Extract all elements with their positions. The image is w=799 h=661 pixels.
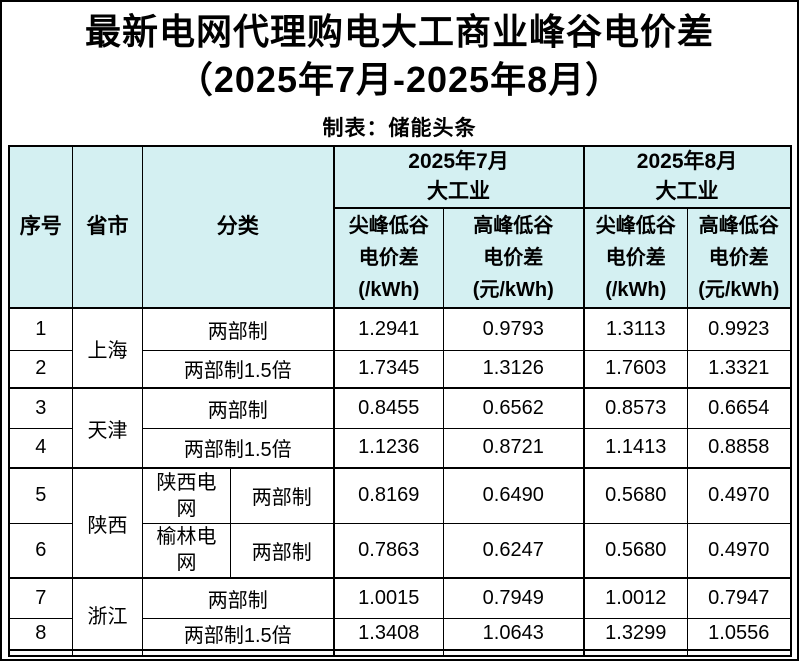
province-cell: 上海 xyxy=(72,307,143,389)
value-cell: 0.5680 xyxy=(582,467,688,524)
header-group-july-sector: 大工业 xyxy=(427,180,490,203)
value-cell: 1.0556 xyxy=(687,617,791,651)
header-group-august-sector: 大工业 xyxy=(655,180,719,203)
value-cell: 1.0012 xyxy=(582,577,688,619)
value-cell: 0.8573 xyxy=(582,387,688,429)
page-title-line2: （2025年7月-2025年8月） xyxy=(176,58,623,100)
category-cell: 两部制 xyxy=(230,467,334,524)
value-cell: 1.1236 xyxy=(332,427,444,469)
table-row: 2 两部制1.5倍 1.7345 1.3126 1.7603 1.3321 xyxy=(8,349,791,389)
seq-cell: 6 xyxy=(8,522,73,579)
value-cell: 1.3321 xyxy=(687,349,791,389)
category-cell: 两部制1.5倍 xyxy=(142,617,334,651)
header-group-august-month: 2025年8月 xyxy=(636,150,738,173)
table-row-partial xyxy=(8,649,791,657)
seq-cell: 1 xyxy=(8,307,73,351)
header-august-sharp-peak-valley: 尖峰低谷 电价差 (/kWh) xyxy=(582,207,688,309)
table-row: 6 榆林电网 两部制 0.7863 0.6247 0.5680 0.4970 xyxy=(8,522,791,579)
table-row: 4 两部制1.5倍 1.1236 0.8721 1.1413 0.8858 xyxy=(8,427,791,469)
value-cell: 1.3126 xyxy=(443,349,584,389)
table-row: 7 浙江 两部制 1.0015 0.7949 1.0012 0.7947 xyxy=(8,577,791,651)
header-july-sharp-peak-valley: 尖峰低谷 电价差 (/kWh) xyxy=(332,207,444,309)
value-cell: 1.0643 xyxy=(443,617,584,651)
byline: 制表：储能头条 xyxy=(322,116,477,140)
seq-cell: 4 xyxy=(8,427,73,469)
value-cell: 0.4970 xyxy=(687,522,791,579)
value-cell: 0.7949 xyxy=(443,577,584,619)
value-cell: 0.9793 xyxy=(443,307,584,351)
value-cell: 1.1413 xyxy=(582,427,688,469)
seq-cell: 3 xyxy=(8,387,73,429)
seq-cell: 2 xyxy=(8,349,73,389)
category-cell: 两部制 xyxy=(142,577,334,619)
value-cell: 0.5680 xyxy=(582,522,688,579)
header-category: 分类 xyxy=(142,145,334,309)
province-cell: 天津 xyxy=(72,387,143,469)
category-cell: 两部制 xyxy=(142,387,334,429)
category-cell: 两部制 xyxy=(230,522,334,579)
value-cell: 1.0015 xyxy=(332,577,444,619)
seq-cell: 5 xyxy=(8,467,73,524)
header-july-high-peak-valley: 高峰低谷 电价差 (元/kWh) xyxy=(443,207,584,309)
value-cell: 1.3299 xyxy=(582,617,688,651)
value-cell: 0.7863 xyxy=(332,522,444,579)
header-group-july: 2025年7月 大工业 xyxy=(332,145,584,209)
page-title-line1: 最新电网代理购电大工商业峰谷电价差 xyxy=(84,10,714,52)
value-cell: 0.8169 xyxy=(332,467,444,524)
category-cell: 两部制 xyxy=(142,307,334,351)
title-block: 最新电网代理购电大工商业峰谷电价差 （2025年7月-2025年8月） 制表：储… xyxy=(2,2,797,145)
value-cell: 0.8858 xyxy=(687,427,791,469)
price-table: 序号 省市 分类 2025年7月 大工业 2025年8月 大工业 尖峰低谷 电价… xyxy=(7,145,792,657)
province-cell: 浙江 xyxy=(72,577,143,651)
value-cell: 0.7947 xyxy=(687,577,791,619)
seq-cell: 8 xyxy=(8,617,73,651)
value-cell: 1.3408 xyxy=(332,617,444,651)
grid-cell: 榆林电网 xyxy=(142,522,231,579)
header-august-high-peak-valley: 高峰低谷 电价差 (元/kWh) xyxy=(687,207,791,309)
category-cell: 两部制1.5倍 xyxy=(142,427,334,469)
value-cell: 0.6490 xyxy=(443,467,584,524)
table-row: 5 陕西 陕西电网 两部制 0.8169 0.6490 0.5680 0.497… xyxy=(8,467,791,579)
value-cell: 0.9923 xyxy=(687,307,791,351)
value-cell: 1.7345 xyxy=(332,349,444,389)
value-cell: 0.4970 xyxy=(687,467,791,524)
value-cell: 0.8455 xyxy=(332,387,444,429)
table-header: 序号 省市 分类 2025年7月 大工业 2025年8月 大工业 尖峰低谷 电价… xyxy=(8,145,791,309)
header-seq: 序号 xyxy=(8,145,73,309)
value-cell: 0.6247 xyxy=(443,522,584,579)
header-group-august: 2025年8月 大工业 xyxy=(582,145,791,209)
value-cell: 1.7603 xyxy=(582,349,688,389)
table-row: 1 上海 两部制 1.2941 0.9793 1.3113 0.9923 xyxy=(8,307,791,389)
value-cell: 0.6562 xyxy=(443,387,584,429)
province-cell: 陕西 xyxy=(72,467,143,579)
category-cell: 两部制1.5倍 xyxy=(142,349,334,389)
value-cell: 0.8721 xyxy=(443,427,584,469)
seq-cell: 7 xyxy=(8,577,73,619)
header-province: 省市 xyxy=(72,145,143,309)
grid-cell: 陕西电网 xyxy=(142,467,231,524)
value-cell: 1.2941 xyxy=(332,307,444,351)
value-cell: 1.3113 xyxy=(582,307,688,351)
table-row: 3 天津 两部制 0.8455 0.6562 0.8573 0.6654 xyxy=(8,387,791,469)
value-cell: 0.6654 xyxy=(687,387,791,429)
header-group-july-month: 2025年7月 xyxy=(408,150,509,173)
